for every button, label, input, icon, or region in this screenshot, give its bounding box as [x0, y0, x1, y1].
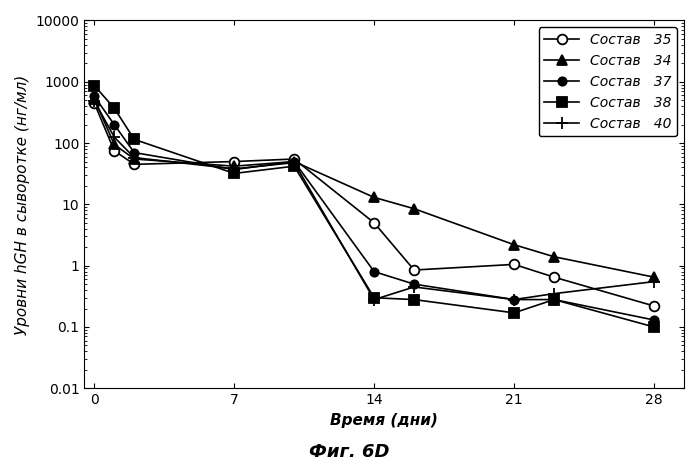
Состав   35: [550, 274, 559, 280]
Состав   38: [510, 310, 518, 315]
Состав   40: [370, 297, 378, 302]
Состав   37: [410, 281, 418, 287]
Состав   35: [510, 261, 518, 267]
Состав   37: [130, 150, 138, 155]
Состав   34: [650, 274, 658, 280]
Line: Состав   37: Состав 37: [90, 92, 658, 324]
Y-axis label: Уровни hGH в сыворотке (нг/мл): Уровни hGH в сыворотке (нг/мл): [15, 74, 30, 335]
Состав   40: [410, 284, 418, 290]
Line: Состав   35: Состав 35: [89, 98, 659, 311]
Состав   38: [410, 297, 418, 302]
Состав   37: [550, 297, 559, 302]
Состав   35: [290, 156, 298, 162]
Состав   38: [110, 105, 118, 111]
Text: Фиг. 6D: Фиг. 6D: [309, 443, 390, 461]
Legend: Состав   35, Состав   34, Состав   37, Состав   38, Состав   40: Состав 35, Состав 34, Состав 37, Состав …: [539, 27, 677, 137]
Состав   34: [370, 195, 378, 200]
Состав   37: [290, 159, 298, 164]
Состав   34: [550, 254, 559, 260]
Состав   38: [90, 82, 99, 88]
Состав   34: [90, 96, 99, 102]
Состав   35: [370, 220, 378, 226]
Состав   37: [510, 297, 518, 302]
Состав   40: [230, 166, 238, 171]
Состав   40: [110, 134, 118, 140]
Состав   34: [290, 159, 298, 164]
Line: Состав   40: Состав 40: [88, 95, 661, 306]
Состав   34: [110, 142, 118, 147]
Состав   40: [510, 297, 518, 302]
Состав   38: [370, 295, 378, 301]
Состав   38: [290, 164, 298, 169]
Состав   40: [650, 279, 658, 284]
Состав   35: [130, 162, 138, 167]
X-axis label: Время (дни): Время (дни): [330, 413, 438, 428]
Состав   40: [90, 98, 99, 103]
Состав   34: [510, 242, 518, 247]
Состав   37: [230, 167, 238, 172]
Состав   34: [130, 156, 138, 162]
Состав   37: [90, 94, 99, 99]
Состав   34: [410, 206, 418, 212]
Состав   38: [650, 324, 658, 330]
Состав   40: [550, 291, 559, 296]
Line: Состав   38: Состав 38: [89, 81, 659, 332]
Состав   35: [410, 267, 418, 273]
Состав   38: [230, 171, 238, 176]
Состав   37: [370, 269, 378, 274]
Состав   35: [110, 148, 118, 154]
Состав   40: [130, 155, 138, 160]
Line: Состав   34: Состав 34: [89, 94, 659, 282]
Состав   35: [230, 159, 238, 164]
Состав   38: [130, 137, 138, 142]
Состав   38: [550, 297, 559, 302]
Состав   35: [90, 100, 99, 106]
Состав   37: [110, 122, 118, 127]
Состав   40: [290, 160, 298, 165]
Состав   35: [650, 303, 658, 309]
Состав   34: [230, 164, 238, 169]
Состав   37: [650, 317, 658, 323]
